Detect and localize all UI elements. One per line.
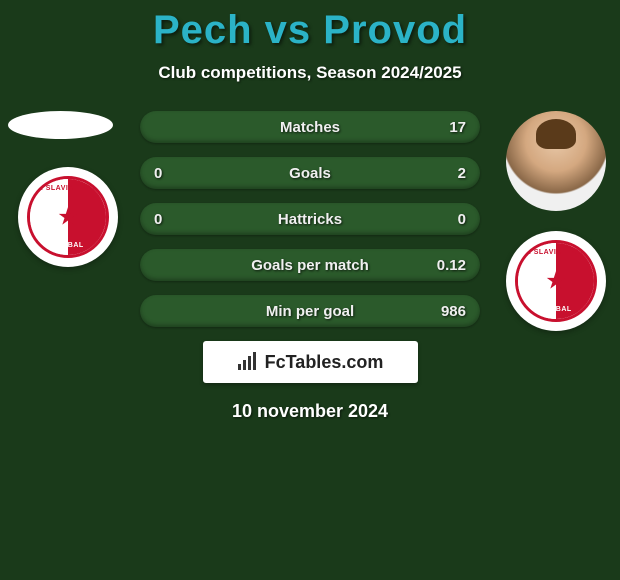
stat-label: Goals: [214, 165, 406, 182]
stat-row: Goals per match 0.12: [140, 249, 480, 281]
stats-table: Matches 17 0 Goals 2 0 Hattricks 0 Goals…: [140, 111, 480, 327]
branding-text: FcTables.com: [265, 352, 384, 373]
stat-label: Goals per match: [214, 257, 406, 274]
club-badge-text-top: SK SLAVIA PRAHA: [30, 185, 106, 192]
star-icon: ★: [57, 203, 79, 232]
club-badge-text-bottom: FOTBAL: [518, 306, 594, 313]
player-left-avatar: [8, 111, 113, 139]
stat-row: 0 Goals 2: [140, 157, 480, 189]
stat-label: Hattricks: [214, 211, 406, 228]
stat-left-value: 0: [154, 211, 214, 228]
stat-row: 0 Hattricks 0: [140, 203, 480, 235]
player-left-column: SK SLAVIA PRAHA ★ FOTBAL: [8, 111, 118, 267]
stat-right-value: 17: [406, 119, 466, 136]
stat-right-value: 986: [406, 303, 466, 320]
stat-label: Min per goal: [214, 303, 406, 320]
player-right-column: SK SLAVIA PRAHA ★ FOTBAL: [506, 111, 606, 331]
stat-left-value: 0: [154, 165, 214, 182]
stat-right-value: 0.12: [406, 257, 466, 274]
page-subtitle: Club competitions, Season 2024/2025: [0, 63, 620, 83]
comparison-panel: SK SLAVIA PRAHA ★ FOTBAL SK SLAVIA PRAHA…: [0, 111, 620, 422]
branding-badge[interactable]: FcTables.com: [203, 341, 418, 383]
stat-label: Matches: [214, 119, 406, 136]
club-badge-text-bottom: FOTBAL: [30, 242, 106, 249]
player-right-avatar: [506, 111, 606, 211]
stat-row: Min per goal 986: [140, 295, 480, 327]
stat-row: Matches 17: [140, 111, 480, 143]
club-badge-text-top: SK SLAVIA PRAHA: [518, 249, 594, 256]
stat-right-value: 2: [406, 165, 466, 182]
stat-right-value: 0: [406, 211, 466, 228]
bar-chart-icon: [237, 352, 259, 372]
player-left-club-badge: SK SLAVIA PRAHA ★ FOTBAL: [18, 167, 118, 267]
date-label: 10 november 2024: [0, 401, 620, 422]
page-title: Pech vs Provod: [0, 0, 620, 53]
star-icon: ★: [545, 267, 567, 296]
player-right-club-badge: SK SLAVIA PRAHA ★ FOTBAL: [506, 231, 606, 331]
